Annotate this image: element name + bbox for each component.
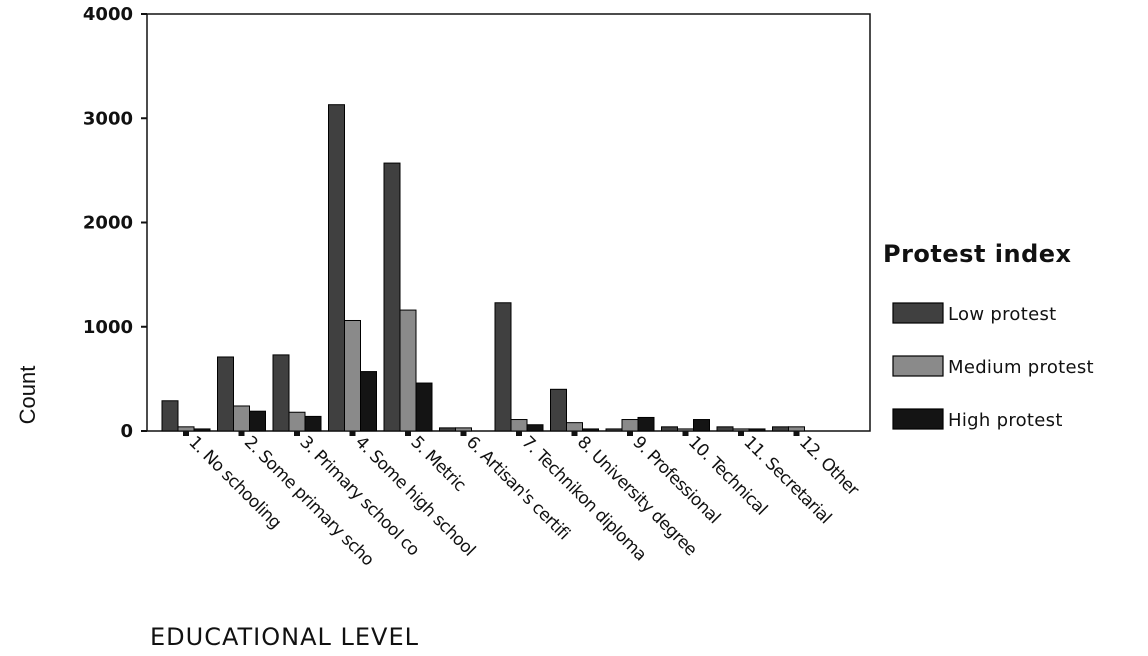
x-tick: [627, 431, 633, 436]
bar: [677, 428, 694, 432]
legend-label: Low protest: [948, 304, 1056, 325]
legend-title: Protest index: [883, 240, 1072, 268]
bar: [621, 419, 639, 432]
bar: [344, 319, 361, 432]
category-label: 6. Artisan's certifi: [462, 432, 573, 543]
bar: [439, 427, 456, 432]
bar: [383, 162, 401, 432]
bar: [748, 428, 766, 432]
legend-label: Medium protest: [948, 357, 1094, 378]
legend-label: High protest: [948, 410, 1063, 431]
bar: [550, 388, 567, 432]
x-axis-label: EDUCATIONAL LEVEL: [150, 623, 419, 651]
x-tick: [183, 431, 189, 436]
bar: [510, 419, 528, 432]
x-tick: [738, 431, 744, 436]
bar: [415, 382, 433, 432]
bar: [272, 354, 290, 432]
bar: [249, 410, 266, 432]
y-tick-label: 1000: [83, 317, 133, 338]
x-tick: [793, 431, 800, 436]
y-tick-label: 0: [120, 421, 133, 442]
bar: [772, 426, 789, 432]
bar: [177, 426, 195, 432]
x-tick: [238, 431, 245, 436]
bar: [566, 422, 583, 432]
x-tick: [516, 431, 522, 436]
bar: [233, 405, 250, 432]
legend-swatch: [892, 355, 944, 377]
bar: [304, 415, 322, 432]
bar: [494, 302, 512, 432]
bar: [360, 371, 377, 432]
y-tick-label: 2000: [83, 213, 133, 234]
x-tick: [405, 431, 411, 436]
bar: [716, 426, 734, 432]
y-tick-label: 4000: [83, 4, 133, 25]
bar: [732, 428, 750, 432]
legend: Low protest Medium protest High protest: [892, 302, 1094, 431]
bar: [605, 428, 623, 432]
x-tick: [460, 431, 467, 436]
bar: [288, 411, 306, 432]
bar: [161, 400, 179, 432]
legend-swatch: [892, 302, 944, 324]
x-tick: [571, 431, 578, 436]
bar: [455, 427, 472, 432]
x-tick: [349, 431, 356, 436]
bar: [328, 104, 345, 432]
y-tick-label: 3000: [83, 108, 133, 129]
bar: [217, 356, 234, 432]
bar: [526, 424, 544, 432]
y-axis-label: Count: [15, 366, 40, 425]
bar: [399, 309, 417, 432]
bar: [788, 426, 805, 432]
legend-swatch: [892, 408, 944, 430]
bar: [693, 419, 710, 432]
bar: [193, 428, 211, 432]
x-tick: [682, 431, 689, 436]
bar: [661, 426, 678, 432]
bar: [637, 416, 655, 432]
bar: [582, 428, 599, 432]
x-tick: [294, 431, 300, 436]
